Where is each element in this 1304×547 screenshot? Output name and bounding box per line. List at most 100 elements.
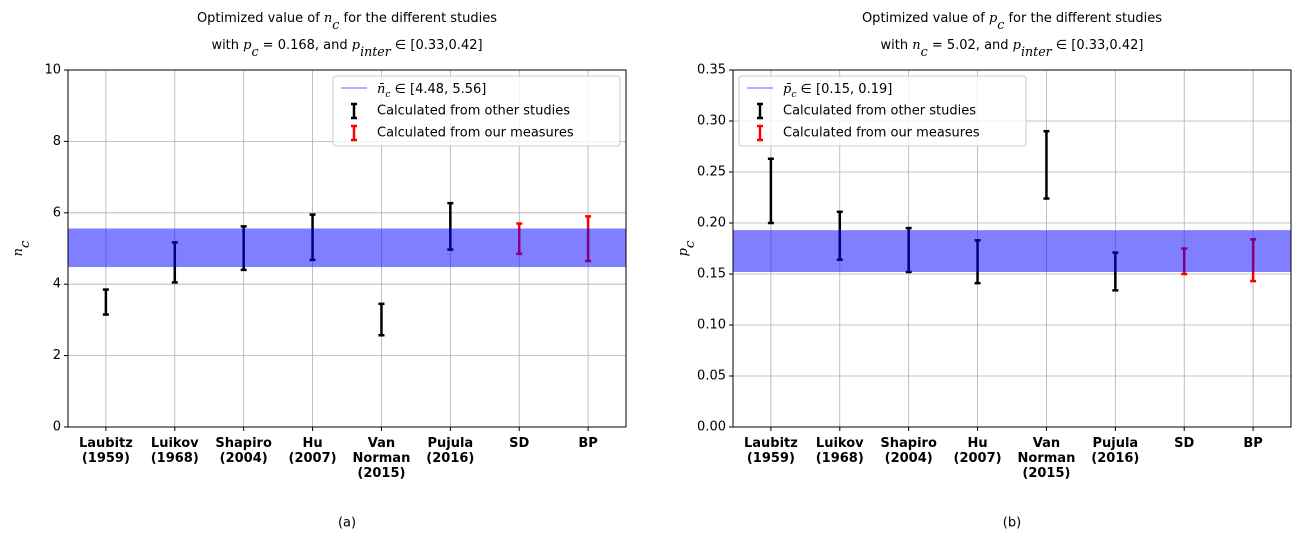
y-tick-label: 0.25 (697, 165, 726, 180)
x-tick-line: (1959) (747, 451, 795, 466)
text-part: ∈ [4.48, 5.56] (390, 82, 486, 97)
x-tick-line: (2004) (885, 451, 933, 466)
x-tick-line: (2015) (357, 466, 405, 481)
x-tick-line: (1959) (82, 451, 130, 466)
text-part: p (352, 38, 361, 53)
chart-title: with nc = 5.02, and pinter ∈ [0.33,0.42] (881, 38, 1144, 60)
text-part: c (791, 90, 796, 100)
legend-label: Calculated from our measures (377, 126, 574, 141)
legend: p̄c ∈ [0.15, 0.19] Calculated from other … (738, 75, 1027, 147)
text-part: inter (360, 44, 392, 59)
text-part: n (912, 38, 920, 53)
text-part: c (683, 240, 698, 248)
x-tick-line: Norman (353, 451, 411, 466)
text-part: n (324, 11, 332, 26)
text-part: c (251, 44, 258, 59)
y-axis-label: pc (676, 240, 699, 256)
legend-frame (332, 75, 621, 147)
legend-label: p̄c ∈ [0.15, 0.19] (783, 82, 892, 100)
caption: (b) (1003, 516, 1021, 531)
x-tick-line: (1968) (151, 451, 199, 466)
error-bar (102, 288, 109, 316)
legend-label: Calculated from other studies (377, 104, 570, 119)
chart-title: Optimized value of nc for the different … (197, 11, 497, 33)
x-tick-label: Luikov (1968) (816, 436, 864, 466)
x-tick-line: (2007) (954, 451, 1002, 466)
band (733, 230, 1291, 272)
legend: n̄c ∈ [4.48, 5.56] Calculated from other … (332, 75, 621, 147)
x-tick-label: Van Norman (2015) (1018, 436, 1076, 481)
y-tick-label: 0.10 (697, 318, 726, 333)
y-axis-label: nc (11, 240, 34, 256)
x-tick-line: Laubitz (744, 436, 798, 451)
subplot: 0.000.050.100.150.200.250.300.35Laubitz(… (676, 11, 1292, 531)
x-tick-line: Luikov (151, 436, 199, 451)
x-tick-line: SD (509, 436, 529, 451)
x-tick-line: Luikov (816, 436, 864, 451)
x-tick-label: Laubitz (1959) (744, 436, 798, 466)
chart-title: Optimized value of pc for the different … (862, 11, 1162, 33)
text-part: for the different studies (339, 11, 497, 26)
x-tick-line: Van (1033, 436, 1060, 451)
x-tick-line: Van (368, 436, 395, 451)
x-tick-line: (2007) (289, 451, 337, 466)
y-tick-label: 0.35 (697, 63, 726, 78)
x-tick-label: Pujula (2016) (1091, 436, 1139, 466)
text-part: = 5.02, and (928, 38, 1013, 53)
text-part: ∈ [0.33,0.42] (391, 38, 483, 53)
x-tick-line: Pujula (1092, 436, 1138, 451)
y-tick-label: 8 (53, 134, 61, 149)
x-tick-label: SD (1174, 436, 1194, 451)
text-part: c (332, 17, 339, 32)
text-part: c (18, 240, 33, 248)
text-part: ∈ [0.15, 0.19] (796, 82, 892, 97)
x-tick-line: (2004) (220, 451, 268, 466)
text-part: Optimized value of (197, 11, 324, 26)
x-tick-label: BP (578, 436, 597, 451)
y-tick-label: 0.05 (697, 369, 726, 384)
text-part: inter (1021, 44, 1053, 59)
band (68, 228, 626, 268)
x-tick-label: Pujula (2016) (426, 436, 474, 466)
x-tick-line: Pujula (427, 436, 473, 451)
x-tick-line: BP (1243, 436, 1262, 451)
y-tick-label: 2 (53, 348, 61, 363)
error-bar (1043, 129, 1050, 200)
x-tick-label: Hu (2007) (954, 436, 1002, 466)
x-tick-line: SD (1174, 436, 1194, 451)
text-part: n̄ (377, 82, 385, 97)
chart-title: with pc = 0.168, and pinter ∈ [0.33,0.42… (211, 38, 482, 60)
text-part: c (921, 44, 928, 59)
x-tick-line: Laubitz (79, 436, 133, 451)
x-tick-label: BP (1243, 436, 1262, 451)
text-part: p (989, 11, 998, 26)
text-part: p (1013, 38, 1022, 53)
text-part: with (211, 38, 243, 53)
legend-label: Calculated from our measures (783, 126, 980, 141)
x-tick-line: Norman (1018, 451, 1076, 466)
text-part: c (997, 17, 1004, 32)
y-tick-label: 10 (44, 63, 61, 78)
axes-frame (732, 69, 1292, 428)
text-part: Optimized value of (862, 11, 989, 26)
text-part: = 0.168, and (259, 38, 352, 53)
x-tick-label: Van Norman (2015) (353, 436, 411, 481)
y-tick-label: 0 (53, 420, 61, 435)
axes-frame (67, 69, 627, 428)
x-tick-line: Shapiro (880, 436, 937, 451)
x-tick-line: (2015) (1022, 466, 1070, 481)
x-tick-label: Hu (2007) (289, 436, 337, 466)
text-part: for the different studies (1004, 11, 1162, 26)
y-tick-label: 0.00 (697, 420, 726, 435)
legend-frame (738, 75, 1027, 147)
x-tick-label: Shapiro (2004) (215, 436, 272, 466)
x-tick-label: SD (509, 436, 529, 451)
x-tick-line: BP (578, 436, 597, 451)
x-tick-line: (2016) (1091, 451, 1139, 466)
x-tick-line: (2016) (426, 451, 474, 466)
x-tick-line: Hu (302, 436, 322, 451)
text-part: ∈ [0.33,0.42] (1052, 38, 1144, 53)
